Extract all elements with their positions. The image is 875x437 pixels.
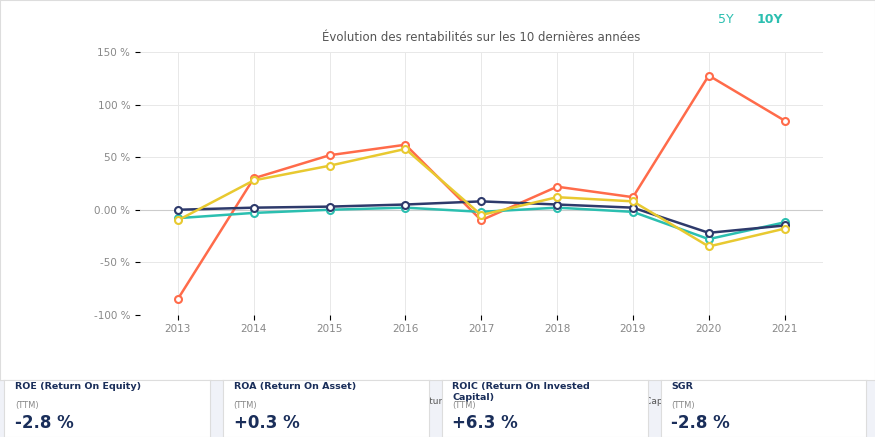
Text: 10Y: 10Y [757,13,783,26]
Text: SGR: SGR [671,382,693,392]
Text: ROIC (Return On Invested
Capital): ROIC (Return On Invested Capital) [452,382,590,402]
Text: 5Y: 5Y [718,13,734,26]
Text: (TTM): (TTM) [15,401,38,410]
Text: +6.3 %: +6.3 % [452,414,518,432]
Legend: ROE (Return On Equity), ROA (Return On Asset), ROIC (Return On Invested Capital): ROE (Return On Equity), ROA (Return On A… [228,394,735,410]
Text: ROA (Return On Asset): ROA (Return On Asset) [234,382,356,392]
Text: (TTM): (TTM) [234,401,257,410]
Text: -2.8 %: -2.8 % [671,414,730,432]
Title: Évolution des rentabilités sur les 10 dernières années: Évolution des rentabilités sur les 10 de… [322,31,640,44]
Text: -2.8 %: -2.8 % [15,414,74,432]
Text: (TTM): (TTM) [671,401,695,410]
Text: (TTM): (TTM) [452,401,476,410]
Text: ROE (Return On Equity): ROE (Return On Equity) [15,382,141,392]
Text: +0.3 %: +0.3 % [234,414,299,432]
